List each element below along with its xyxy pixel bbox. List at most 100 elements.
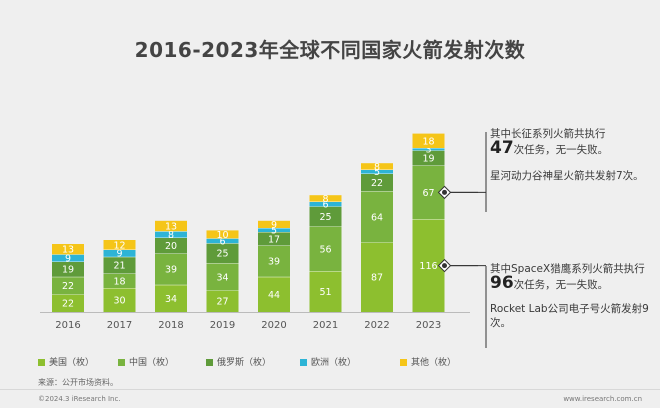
bar-segment — [52, 261, 84, 277]
data-label: 30 — [113, 296, 125, 307]
data-label: 18 — [422, 136, 434, 147]
data-label: 51 — [319, 287, 331, 298]
data-label: 18 — [113, 276, 125, 287]
chart-title: 2016-2023年全球不同国家火箭发射次数 — [134, 38, 526, 62]
bar-segment — [206, 243, 239, 264]
x-tick-label: 2019 — [210, 320, 235, 331]
data-label: 3 — [425, 145, 431, 156]
data-label: 8 — [168, 230, 174, 241]
annotation-rocket-lab: Rocket Lab公司电子号火箭发射9次。 — [490, 303, 649, 329]
bar-segment — [155, 231, 187, 238]
data-label: 13 — [62, 245, 74, 256]
bar-segment — [52, 276, 84, 295]
bar-segment — [309, 195, 342, 202]
bar-segment — [155, 220, 187, 232]
bar-segment — [361, 173, 393, 192]
data-label: 8 — [374, 162, 380, 173]
legend-item-usa: 美国（枚） — [38, 355, 94, 368]
data-label: 25 — [319, 212, 331, 223]
bar-segment — [206, 290, 239, 312]
bar-segment — [206, 263, 239, 291]
bar-segment — [103, 288, 136, 312]
bar-segment — [155, 253, 187, 285]
data-label: 25 — [216, 249, 228, 260]
data-label: 64 — [371, 212, 383, 223]
data-label: 22 — [371, 178, 383, 189]
data-label: 12 — [113, 240, 125, 251]
annotation-marker-dot-usa — [442, 263, 447, 269]
source-note: 来源：公开市场资料。 — [38, 378, 118, 387]
bar-segment — [103, 273, 136, 288]
bar-segment — [412, 150, 445, 166]
data-label: 21 — [113, 261, 125, 272]
annotation-marker-dot-china — [442, 189, 447, 195]
data-label: 20 — [165, 241, 177, 252]
x-tick-label: 2020 — [261, 320, 286, 331]
data-label: 39 — [268, 257, 280, 268]
bar-segment — [258, 228, 290, 232]
data-label: 9 — [65, 254, 71, 265]
data-label: 44 — [268, 290, 280, 301]
bar-segment — [309, 226, 342, 272]
legend-swatch — [300, 359, 307, 366]
bar-segment — [52, 244, 84, 255]
data-label: 67 — [422, 188, 434, 199]
data-label: 5 — [271, 226, 277, 237]
data-label: 5 — [374, 167, 380, 178]
x-tick-label: 2023 — [416, 320, 441, 331]
legend-swatch — [206, 359, 213, 366]
bar-segment — [52, 254, 84, 262]
data-label: 116 — [419, 261, 437, 272]
china-mission-count: 47 — [490, 138, 514, 158]
annotation-usa: 其中SpaceX猎鹰系列火箭共执行 96次任务，无一失败。 Rocket Lab… — [490, 263, 649, 329]
bar-segment — [309, 206, 342, 227]
bar-segment — [206, 238, 239, 244]
bar-segment — [361, 169, 393, 174]
bar-segment — [258, 220, 290, 228]
website: www.iresearch.com.cn — [563, 395, 642, 403]
bar-segment — [258, 232, 290, 246]
legend-item-other: 其他（枚） — [400, 355, 456, 368]
data-label: 17 — [268, 234, 280, 245]
data-label: 10 — [216, 230, 228, 241]
data-label: 19 — [422, 154, 434, 165]
data-label: 22 — [62, 281, 74, 292]
bar-segment — [258, 276, 290, 312]
data-label: 34 — [165, 294, 177, 305]
x-tick-label: 2022 — [364, 320, 389, 331]
copyright: ©2024.3 iResearch Inc. — [38, 395, 121, 403]
data-label: 19 — [62, 265, 74, 276]
data-label: 56 — [319, 244, 331, 255]
bar-segment — [412, 133, 445, 148]
data-label: 87 — [371, 273, 383, 284]
legend-swatch — [400, 359, 407, 366]
data-label: 39 — [165, 265, 177, 276]
data-label: 8 — [322, 194, 328, 205]
bar-segment — [309, 201, 342, 207]
bar-segment — [412, 148, 445, 151]
footer-divider — [0, 389, 660, 390]
x-tick-label: 2017 — [107, 320, 132, 331]
legend-item-china: 中国（枚） — [118, 355, 174, 368]
x-tick-label: 2021 — [313, 320, 338, 331]
bar-segment — [258, 245, 290, 277]
data-label: 13 — [165, 222, 177, 233]
data-label: 6 — [219, 236, 225, 247]
data-label: 6 — [322, 200, 328, 211]
annotation-galactic-energy: 星河动力谷神星火箭共发射7次。 — [490, 170, 644, 182]
annotation-china: 其中长征系列火箭共执行 47次任务，无一失败。 星河动力谷神星火箭共发射7次。 — [490, 127, 650, 183]
legend-swatch — [38, 359, 45, 366]
bar-segment — [361, 163, 393, 170]
data-label: 22 — [62, 299, 74, 310]
bar-segment — [103, 249, 136, 257]
legend-swatch — [118, 359, 125, 366]
data-label: 9 — [271, 220, 277, 231]
legend-item-europe: 欧洲（枚） — [300, 355, 356, 368]
bar-segment — [155, 284, 187, 312]
bar-segment — [361, 191, 393, 243]
data-label: 27 — [216, 297, 228, 308]
bar-segment — [206, 230, 239, 239]
spacex-mission-count: 96 — [490, 273, 514, 293]
data-label: 34 — [216, 272, 228, 283]
